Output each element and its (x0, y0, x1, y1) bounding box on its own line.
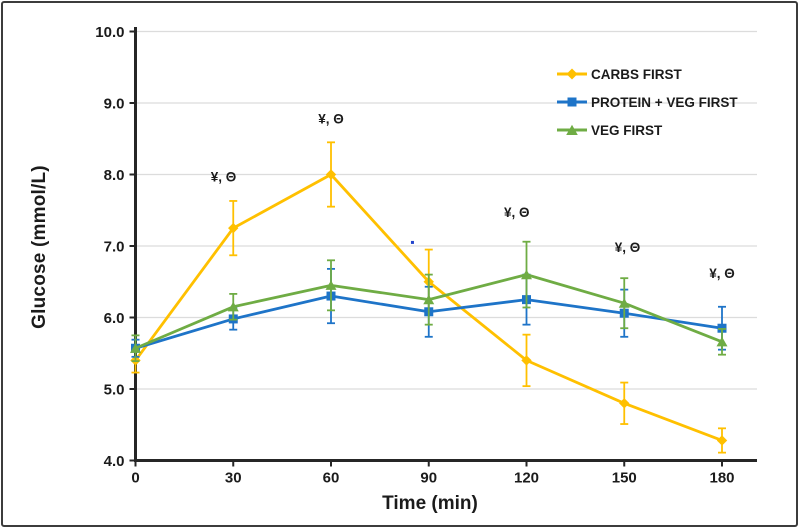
data-point-carbs-first (521, 355, 532, 366)
diamond-marker-icon (557, 68, 587, 80)
significance-annotation: ¥, Θ (504, 205, 530, 220)
legend-row-veg-first: VEG FIRST (556, 120, 738, 140)
y-tick-label: 4.0 (104, 453, 125, 470)
square-marker-icon (557, 97, 587, 107)
data-point-veg-first (716, 336, 728, 347)
data-point-carbs-first (619, 398, 630, 409)
x-tick-label: 120 (514, 470, 539, 487)
y-tick-label: 8.0 (104, 167, 125, 184)
y-axis-title: Glucose (mmol/L) (29, 165, 50, 329)
data-point-carbs-first (228, 222, 239, 234)
data-point-veg-first (423, 294, 435, 305)
data-point-veg-first (227, 301, 239, 312)
x-tick-label: 180 (709, 470, 734, 487)
data-point-veg-first (325, 280, 337, 290)
significance-annotation: ¥, Θ (615, 240, 641, 255)
data-point-veg-first (521, 269, 532, 280)
legend: CARBS FIRST PROTEIN + VEG FIRST VEG FIRS… (556, 64, 738, 140)
legend-label: VEG FIRST (591, 122, 663, 138)
y-tick-label: 5.0 (104, 381, 125, 398)
x-tick-label: 60 (323, 470, 340, 487)
x-tick-label: 150 (612, 470, 637, 487)
y-tick-label: 6.0 (104, 310, 125, 327)
legend-label: CARBS FIRST (591, 66, 682, 82)
y-tick-label: 10.0 (95, 24, 124, 41)
x-tick-label: 90 (420, 470, 437, 487)
data-point-carbs-first (325, 169, 337, 180)
y-tick-label: 7.0 (104, 238, 125, 255)
legend-label: PROTEIN + VEG FIRST (591, 94, 738, 110)
x-tick-label: 30 (225, 470, 242, 487)
x-tick-label: 0 (131, 470, 139, 487)
data-point-carbs-first (716, 435, 728, 446)
y-tick-label: 9.0 (104, 95, 125, 112)
legend-row-protein-veg-first: PROTEIN + VEG FIRST (556, 92, 738, 112)
x-axis-title: Time (min) (382, 493, 478, 514)
legend-row-carbs-first: CARBS FIRST (556, 64, 738, 84)
significance-annotation: ¥, Θ (709, 266, 735, 281)
data-point-veg-first (618, 298, 630, 308)
data-point-veg-first (130, 343, 141, 353)
stray-mark (410, 240, 414, 244)
triangle-marker-icon (557, 124, 587, 135)
significance-annotation: ¥, Θ (318, 111, 344, 126)
significance-annotation: ¥, Θ (211, 169, 237, 184)
